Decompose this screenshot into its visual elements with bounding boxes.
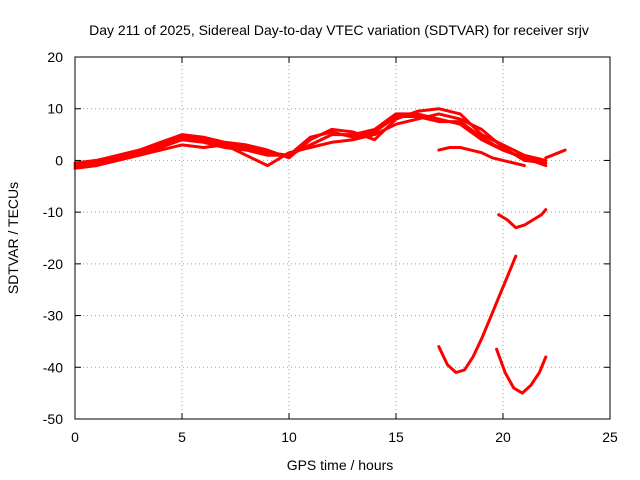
series-trace-6	[544, 148, 567, 160]
x-tick-label: 25	[602, 429, 618, 445]
series-trace-5	[437, 146, 526, 168]
series-trace-4	[73, 115, 548, 168]
x-tick-label: 0	[71, 429, 79, 445]
x-tick-label: 15	[388, 429, 404, 445]
series-trace-2	[73, 107, 548, 165]
series-trace-8	[437, 254, 518, 374]
y-axis-label: SDTVAR / TECUs	[5, 182, 21, 294]
y-tick-label: 20	[47, 49, 63, 65]
y-tick-label: 10	[47, 101, 63, 117]
y-tick-label: -50	[43, 411, 63, 427]
axis-ticks: 0 5 10 15 20 25 20 10 0 -10 -20 -30 -40 -50	[43, 49, 618, 445]
y-tick-label: -10	[43, 204, 63, 220]
series-trace-9	[495, 347, 548, 395]
series-trace-3	[73, 112, 548, 170]
x-tick-label: 10	[281, 429, 297, 445]
grid-lines	[75, 57, 610, 419]
y-tick-label: 0	[55, 152, 63, 168]
y-tick-label: -40	[43, 359, 63, 375]
series-trace-1	[73, 112, 548, 168]
x-tick-label: 20	[495, 429, 511, 445]
x-tick-label: 5	[178, 429, 186, 445]
series-trace-7	[497, 208, 548, 230]
plot-frame	[74, 56, 611, 420]
chart-title: Day 211 of 2025, Sidereal Day-to-day VTE…	[89, 22, 589, 38]
y-tick-label: -30	[43, 308, 63, 324]
y-tick-label: -20	[43, 256, 63, 272]
x-axis-label: GPS time / hours	[287, 457, 394, 473]
data-traces	[73, 107, 567, 395]
